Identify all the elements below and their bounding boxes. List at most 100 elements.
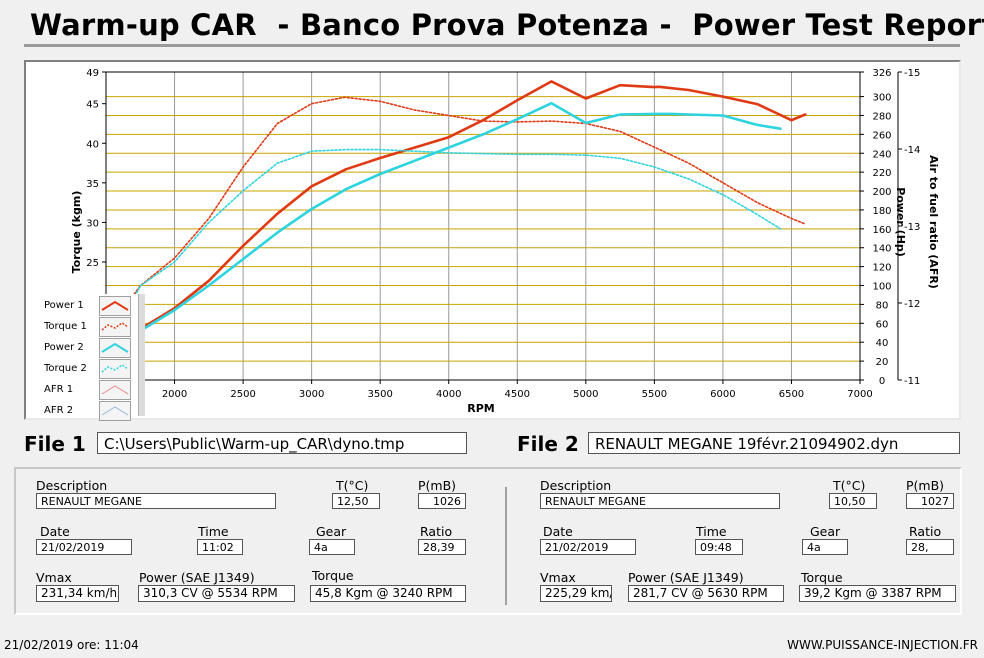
legend-swatch-line: [101, 364, 129, 373]
legend-swatch: [99, 359, 131, 379]
run2-date-field[interactable]: 21/02/2019: [540, 539, 636, 555]
legend-swatch-line: [101, 342, 129, 353]
run1-time-field[interactable]: 11:02: [197, 539, 243, 555]
run2-ratio-field[interactable]: 28,: [906, 539, 954, 555]
y-axis-power-title: Power (Hp): [894, 187, 907, 257]
chart-series: [104, 80, 807, 354]
run1-time-label: Time: [198, 524, 229, 539]
run1-temperature-label: T(°C): [336, 478, 369, 493]
legend-swatch-line: [101, 385, 129, 395]
x-tick-label: 7000: [847, 389, 872, 400]
x-tick-label: 5000: [573, 389, 598, 400]
legend-swatch: [99, 338, 131, 358]
afr-tick-label: -13: [904, 222, 920, 233]
legend-swatch-line: [101, 322, 129, 331]
run1-pressure-label: P(mB): [418, 478, 457, 493]
legend-label: AFR 2: [44, 405, 74, 416]
afr-tick-label: -11: [904, 376, 920, 387]
runs-divider: [505, 487, 507, 605]
test-info-panel: Description RENAULT MEGANE T(°C) 12,50 P…: [14, 467, 962, 615]
run2-temperature-label: T(°C): [833, 478, 866, 493]
legend-scrollbar[interactable]: [138, 294, 145, 416]
run2-gear-field[interactable]: 4a: [802, 539, 848, 555]
run1-vmax-label: Vmax: [36, 570, 72, 585]
run2-power-field[interactable]: 281,7 CV @ 5630 RPM: [628, 585, 784, 602]
legend-item-afr-2[interactable]: AFR 2: [28, 401, 138, 421]
run2-temperature-field[interactable]: 10,50: [829, 493, 877, 509]
run2-description-label: Description: [540, 478, 612, 493]
power-tick-label: 120: [872, 263, 891, 274]
power-tick-label: 60: [876, 319, 889, 330]
power-tick-label: 200: [872, 187, 891, 198]
run1-power-label: Power (SAE J1349): [139, 570, 255, 585]
power-tick-label: 80: [876, 300, 889, 311]
power-tick-label: 140: [872, 244, 891, 255]
run2-time-field[interactable]: 09:48: [695, 539, 743, 555]
y-axis-afr-title: Air to fuel ratio (AFR): [927, 155, 940, 289]
run1-torque-field[interactable]: 45,8 Kgm @ 3240 RPM: [310, 585, 466, 602]
legend-item-power-1[interactable]: Power 1: [28, 296, 138, 316]
run2-pressure-field[interactable]: 1027: [906, 493, 954, 509]
power-tick-label: 20: [876, 357, 889, 368]
run1-power-field[interactable]: 310,3 CV @ 5534 RPM: [138, 585, 295, 602]
run1-ratio-field[interactable]: 28,39: [418, 539, 466, 555]
x-tick-label: 3000: [299, 389, 324, 400]
torque-tick-label: 49: [86, 68, 99, 79]
power-tick-label: 180: [872, 206, 891, 217]
afr-tick-label: -15: [904, 68, 920, 79]
power-tick-label: 326: [872, 68, 891, 79]
x-tick-label: 6000: [710, 389, 735, 400]
torque-tick-label: 25: [86, 258, 99, 269]
file-2-path-field[interactable]: RENAULT MEGANE 19févr.21094902.dyn: [588, 432, 960, 454]
torque-tick-label: 30: [86, 218, 99, 229]
run1-pressure-field[interactable]: 1026: [418, 493, 466, 509]
file-1-path-field[interactable]: C:\Users\Public\Warm-up_CAR\dyno.tmp: [97, 432, 467, 454]
legend-item-torque-1[interactable]: Torque 1: [28, 317, 138, 337]
run1-temperature-field[interactable]: 12,50: [332, 493, 380, 509]
run2-vmax-field[interactable]: 225,29 km/: [540, 585, 612, 602]
run1-date-field[interactable]: 21/02/2019: [36, 539, 132, 555]
legend-swatch: [99, 296, 131, 316]
legend-swatch-line: [101, 406, 129, 416]
power-tick-label: 280: [872, 111, 891, 122]
plot-frame: [105, 71, 861, 381]
legend-swatch: [99, 317, 131, 337]
legend-label: Torque 2: [44, 363, 87, 374]
x-tick-label: 2000: [162, 389, 187, 400]
run2-time-label: Time: [696, 524, 727, 539]
power-tick-label: 240: [872, 149, 891, 160]
footer-website: WWW.PUISSANCE-INJECTION.FR: [787, 638, 978, 652]
legend-label: Power 2: [44, 342, 84, 353]
power-tick-label: 40: [876, 338, 889, 349]
run2-pressure-label: P(mB): [906, 478, 945, 493]
run1-description-field[interactable]: RENAULT MEGANE: [36, 493, 276, 509]
title-divider: [24, 44, 960, 47]
torque-tick-label: 40: [86, 139, 99, 150]
run2-torque-field[interactable]: 39,2 Kgm @ 3387 RPM: [799, 585, 956, 602]
x-tick-label: 5500: [642, 389, 667, 400]
legend-item-torque-2[interactable]: Torque 2: [28, 359, 138, 379]
run1-gear-label: Gear: [316, 524, 347, 539]
run2-description-field[interactable]: RENAULT MEGANE: [540, 493, 780, 509]
footer-timestamp: 21/02/2019 ore: 11:04: [4, 638, 139, 652]
dyno-chart: 1500200025003000350040004500500055006000…: [70, 68, 940, 415]
run2-ratio-label: Ratio: [909, 524, 942, 539]
legend-item-afr-1[interactable]: AFR 1: [28, 380, 138, 400]
legend-label: AFR 1: [44, 384, 74, 395]
x-tick-label: 6500: [779, 389, 804, 400]
run1-vmax-field[interactable]: 231,34 km/h: [36, 585, 119, 602]
power-tick-label: 260: [872, 130, 891, 141]
run1-gear-field[interactable]: 4a: [309, 539, 355, 555]
run1-date-label: Date: [40, 524, 70, 539]
x-tick-label: 2500: [230, 389, 255, 400]
legend-item-power-2[interactable]: Power 2: [28, 338, 138, 358]
legend-label: Power 1: [44, 300, 84, 311]
run1-torque-label: Torque: [312, 568, 354, 583]
file-1-label: File 1: [24, 432, 86, 456]
series-power-1-line: [104, 80, 807, 349]
legend-label: Torque 1: [44, 321, 87, 332]
run2-torque-label: Torque: [801, 570, 843, 585]
run2-gear-label: Gear: [810, 524, 841, 539]
run1-description-label: Description: [36, 478, 108, 493]
